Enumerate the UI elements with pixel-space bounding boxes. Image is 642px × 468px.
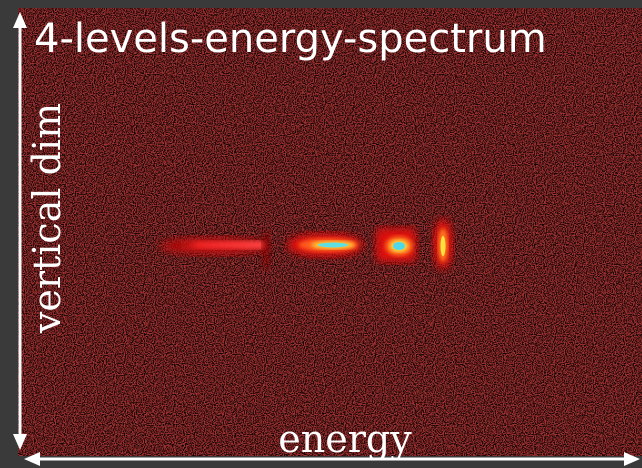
- figure: 4-levels-energy-spectrum vertical dim en…: [0, 0, 642, 468]
- y-axis-label: vertical dim: [25, 103, 69, 334]
- detector-noise: [18, 8, 642, 456]
- x-axis-label: energy: [278, 417, 412, 461]
- page: 4-levels-energy-spectrum vertical dim en…: [0, 0, 642, 468]
- title: 4-levels-energy-spectrum: [34, 16, 547, 62]
